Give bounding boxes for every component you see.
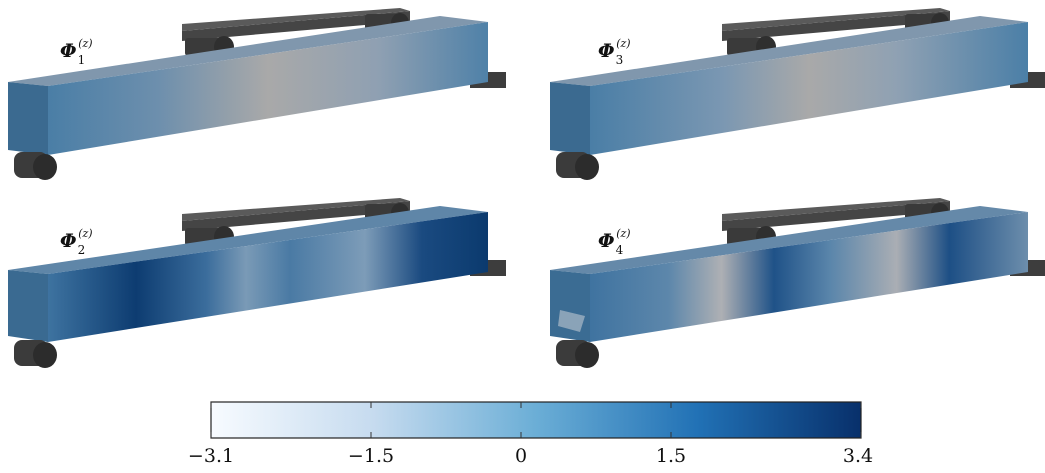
colorbar-tick-label: 3.4 [842,445,874,467]
beam-panel-4 [550,198,1045,368]
beam-body [550,206,1028,342]
beam-body [8,16,488,155]
colorbar-tick-label: −1.5 [347,445,395,467]
colorbar [210,401,862,439]
colorbar-tick-label: −3.1 [187,445,235,467]
beam-body [550,16,1028,155]
colorbar-ticks [210,402,862,438]
beam-panel-2 [8,198,506,368]
beam-body [8,206,488,342]
mode-label-2: Φ2(z) [60,227,93,257]
bottom-support-roller [556,340,599,368]
colorbar-gradient [210,401,862,439]
beam-panel-1 [8,8,506,180]
colorbar-tick-label: 1.5 [655,445,687,467]
beam-panel-3 [550,8,1045,180]
colorbar-tick-label: 0 [514,445,528,467]
bottom-support-roller [556,152,599,180]
mode-label-1: Φ1(z) [60,37,93,67]
mode-label-4: Φ4(z) [598,227,631,257]
bottom-support-roller [14,152,57,180]
bottom-support-roller [14,340,57,368]
mode-label-3: Φ3(z) [598,37,631,67]
